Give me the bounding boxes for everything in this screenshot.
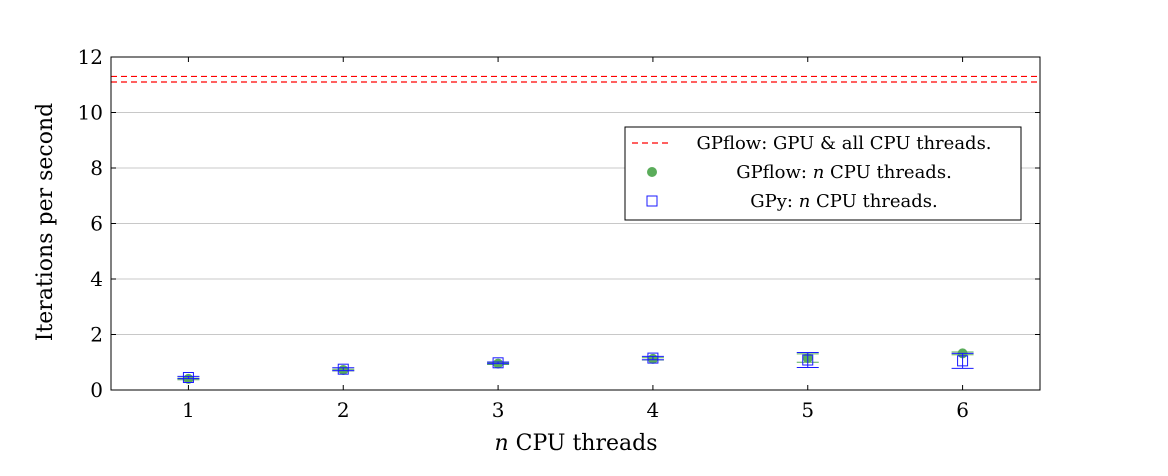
gpu-reference-lines — [111, 75, 1040, 83]
data-point — [647, 352, 659, 364]
x-tick-label: 2 — [337, 398, 350, 422]
data-point — [492, 357, 504, 369]
series-gpy — [177, 352, 974, 384]
legend-swatch-gpflow — [647, 167, 657, 177]
x-tick-label: 1 — [182, 398, 195, 422]
series-marks — [177, 348, 974, 384]
y-axis-label: Iterations per second — [33, 103, 58, 342]
data-point — [182, 372, 194, 384]
x-axis-label: n CPU threads — [495, 431, 658, 456]
legend: GPflow: GPU & all CPU threads. GPflow: n… — [624, 126, 1022, 221]
x-tick-label: 5 — [801, 398, 814, 422]
series-gpflow — [177, 348, 974, 384]
data-point — [802, 354, 814, 366]
y-tick-label: 2 — [90, 323, 103, 347]
y-tick-label: 4 — [90, 267, 103, 291]
y-tick-label: 10 — [78, 101, 103, 125]
legend-swatch-gpy — [646, 195, 658, 207]
legend-label-gpu: GPflow: GPU & all CPU threads. — [696, 133, 991, 154]
x-tick-label: 3 — [492, 398, 505, 422]
y-tick-label: 8 — [90, 156, 103, 180]
data-point — [337, 363, 349, 375]
x-tick-label: 4 — [647, 398, 660, 422]
y-tick-label: 0 — [90, 378, 103, 402]
legend-label-gpflow: GPflow: n CPU threads. — [736, 162, 952, 183]
x-tick-label: 6 — [956, 398, 969, 422]
data-point — [957, 355, 969, 367]
legend-label-gpy: GPy: n CPU threads. — [750, 191, 938, 212]
y-tick-label: 12 — [78, 45, 103, 69]
y-tick-label: 6 — [90, 212, 103, 236]
legend-box — [624, 126, 1022, 221]
